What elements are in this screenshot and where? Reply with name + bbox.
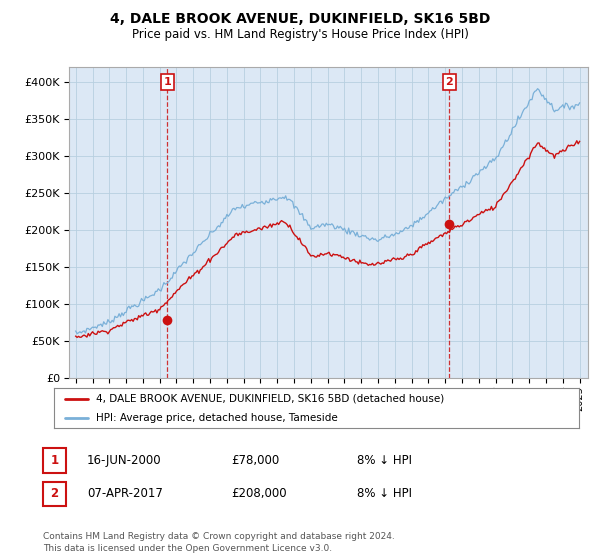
Text: £208,000: £208,000 xyxy=(231,487,287,501)
Text: 8% ↓ HPI: 8% ↓ HPI xyxy=(357,487,412,501)
Text: 07-APR-2017: 07-APR-2017 xyxy=(87,487,163,501)
Text: Contains HM Land Registry data © Crown copyright and database right 2024.
This d: Contains HM Land Registry data © Crown c… xyxy=(43,532,395,553)
Text: 2: 2 xyxy=(50,487,59,501)
Text: Price paid vs. HM Land Registry's House Price Index (HPI): Price paid vs. HM Land Registry's House … xyxy=(131,28,469,41)
Text: 16-JUN-2000: 16-JUN-2000 xyxy=(87,454,161,467)
Text: 4, DALE BROOK AVENUE, DUKINFIELD, SK16 5BD: 4, DALE BROOK AVENUE, DUKINFIELD, SK16 5… xyxy=(110,12,490,26)
Text: 8% ↓ HPI: 8% ↓ HPI xyxy=(357,454,412,467)
Text: £78,000: £78,000 xyxy=(231,454,279,467)
Text: 1: 1 xyxy=(164,77,172,87)
Text: HPI: Average price, detached house, Tameside: HPI: Average price, detached house, Tame… xyxy=(96,413,338,423)
Text: 2: 2 xyxy=(446,77,454,87)
Text: 1: 1 xyxy=(50,454,59,467)
Text: 4, DALE BROOK AVENUE, DUKINFIELD, SK16 5BD (detached house): 4, DALE BROOK AVENUE, DUKINFIELD, SK16 5… xyxy=(96,394,444,404)
